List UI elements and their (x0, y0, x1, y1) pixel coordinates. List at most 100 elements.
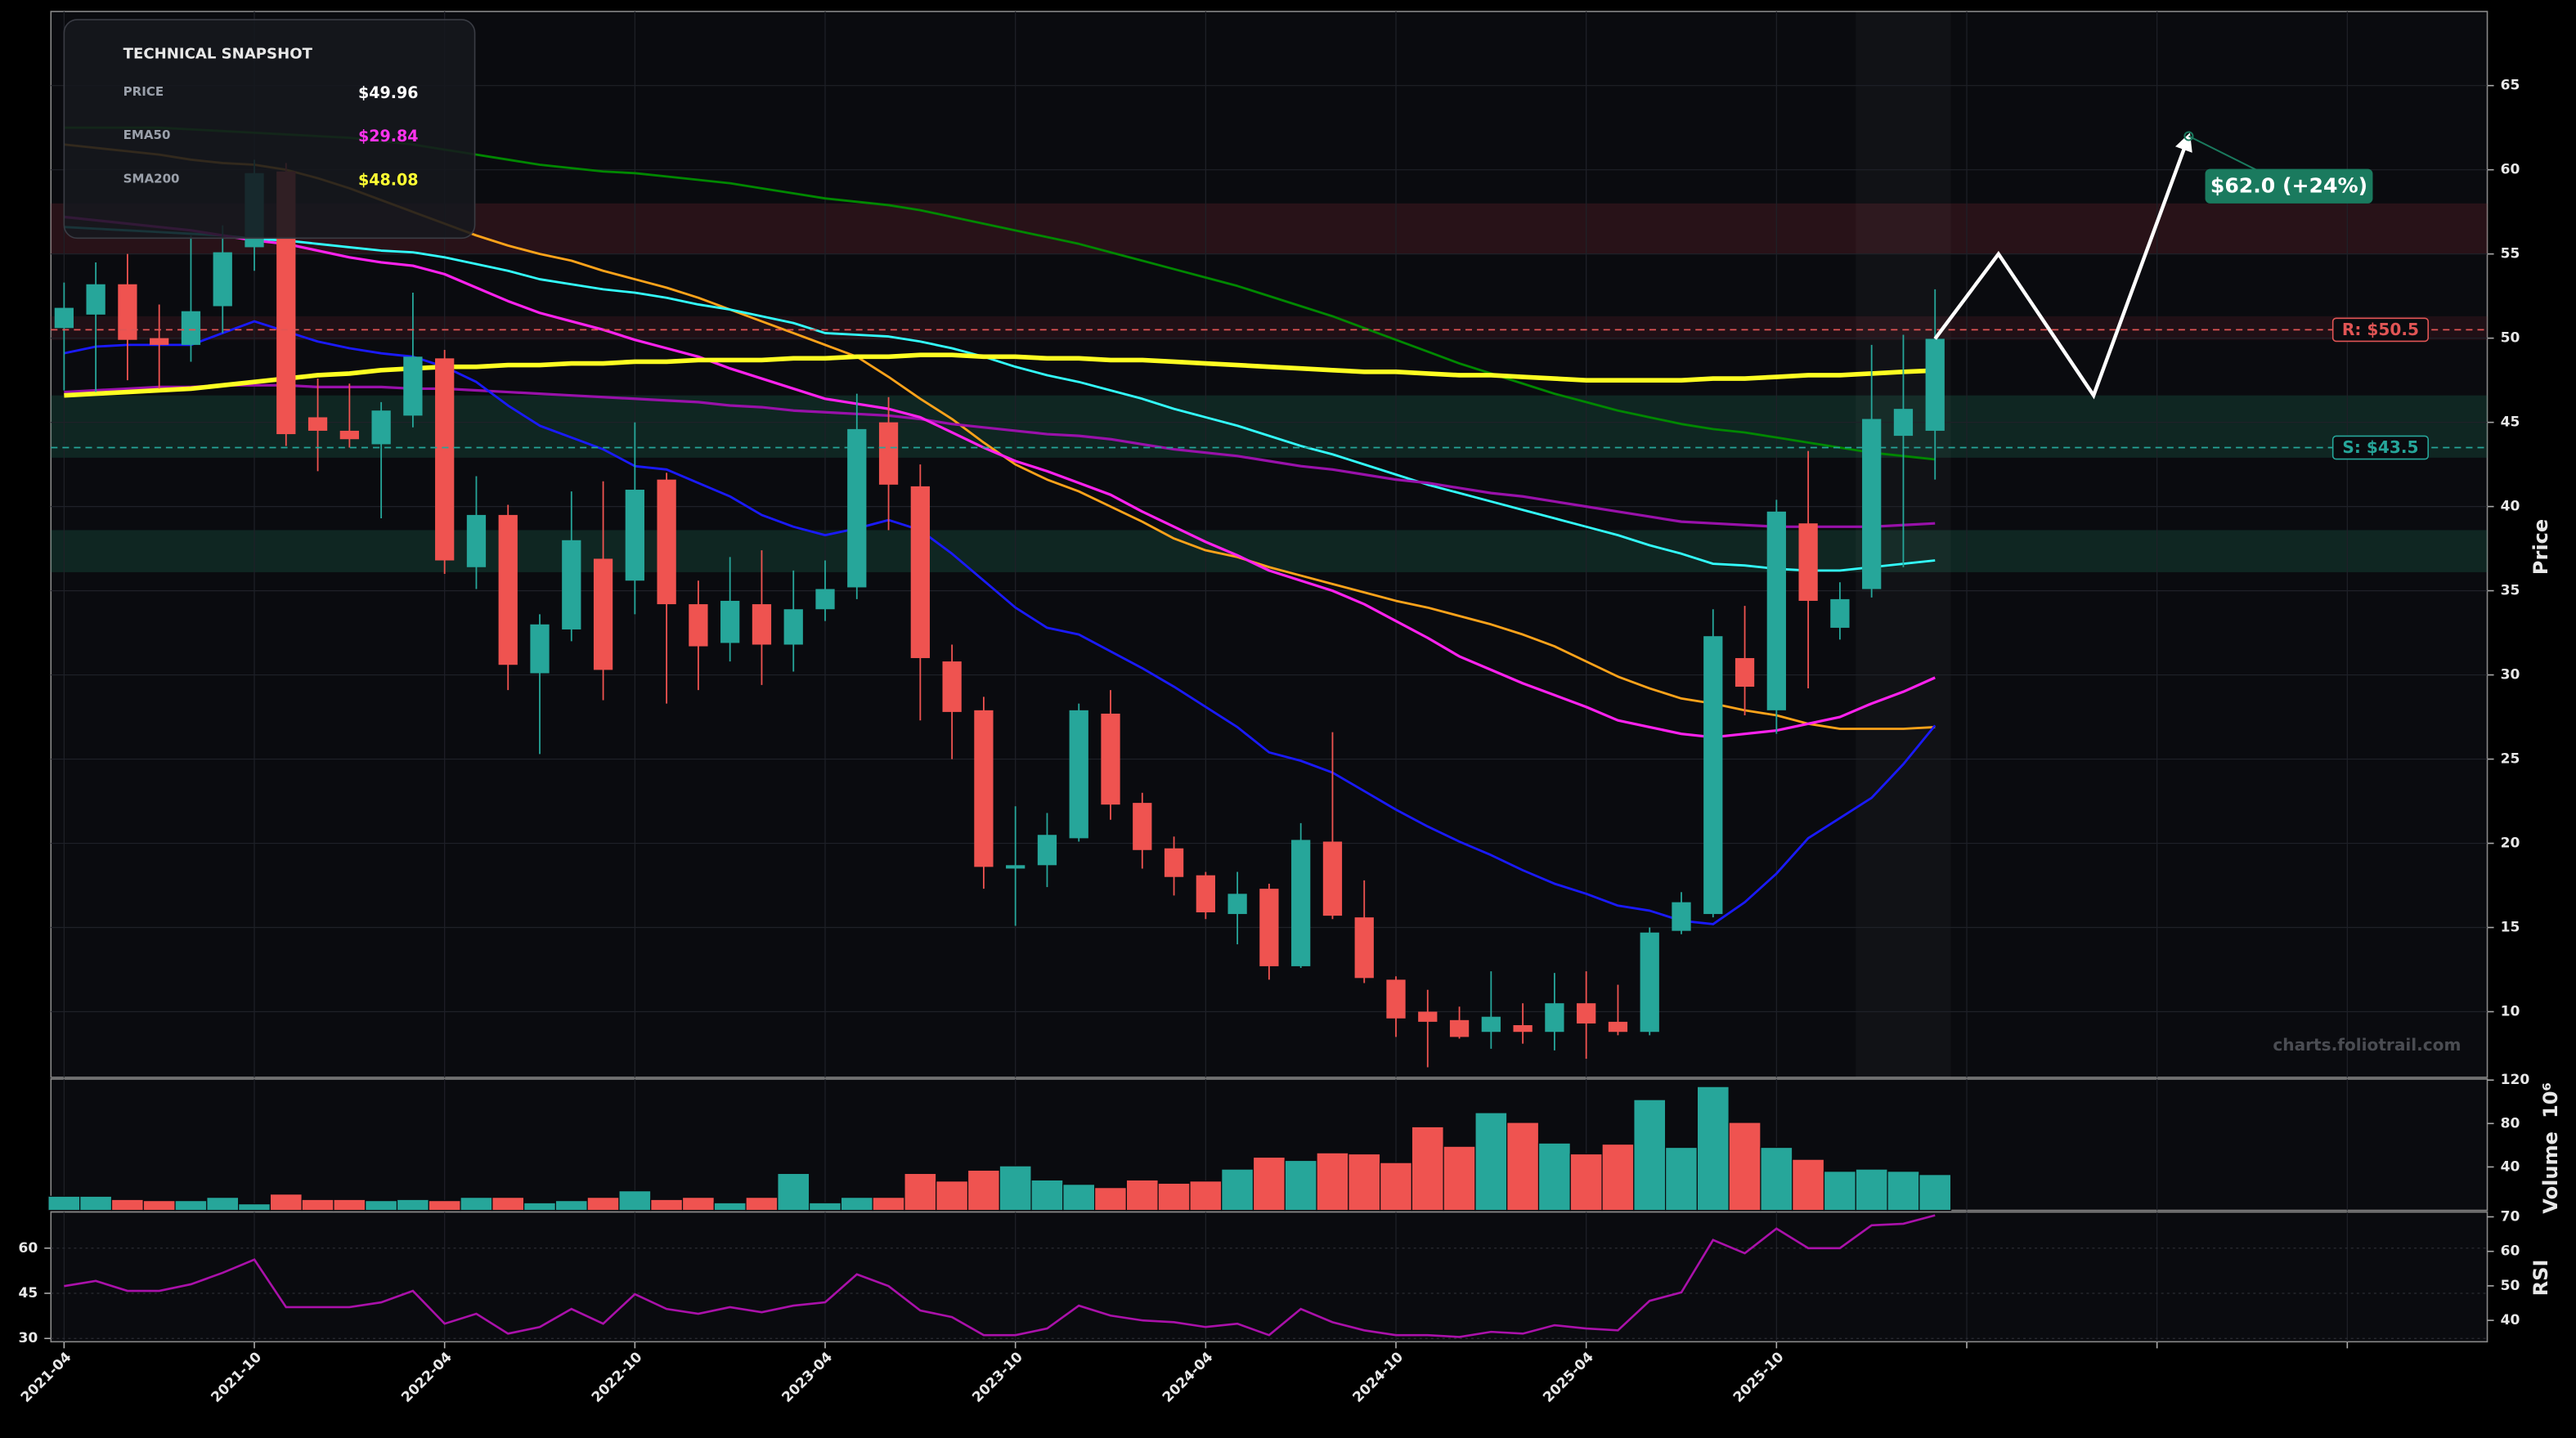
candle-body (1545, 1003, 1564, 1033)
candle-body (1164, 848, 1184, 877)
volume-bar (1601, 1143, 1635, 1212)
candle-body (752, 604, 772, 645)
target-label-box (2205, 168, 2373, 204)
y-tick-label: 40 (2501, 499, 2520, 515)
level-label: S: $43.5 (2342, 437, 2418, 457)
volume-bar (1284, 1159, 1317, 1212)
y2-tick-label: 40 (2501, 1312, 2520, 1328)
volume-bar (333, 1198, 366, 1212)
volume-bar (618, 1190, 652, 1212)
volume-bar (1094, 1187, 1128, 1212)
candle-body (783, 609, 803, 645)
y-tick-label: 15 (2501, 920, 2520, 936)
volume-bar (110, 1198, 144, 1212)
volume-bar (1062, 1184, 1096, 1212)
volume-bar (681, 1197, 715, 1212)
volume-bar (1411, 1126, 1444, 1212)
candle-body (1418, 1011, 1438, 1022)
candle-body (942, 661, 962, 712)
volume-bar (1728, 1122, 1761, 1212)
candle-body (1037, 835, 1057, 866)
ma-line (64, 383, 1936, 528)
volume-bar (1506, 1122, 1540, 1212)
candle-body (307, 417, 328, 431)
y-tick-label: 55 (2501, 246, 2520, 262)
level-label: R: $50.5 (2342, 320, 2419, 339)
snapshot-label: PRICE (123, 84, 164, 99)
ma-line (64, 215, 1936, 739)
snapshot-value: $49.96 (358, 84, 419, 102)
target-connector (2188, 135, 2262, 173)
volume-bar (809, 1202, 842, 1212)
candle-body (1481, 1016, 1501, 1033)
snapshot-title: TECHNICAL SNAPSHOT (123, 45, 313, 62)
y-tick-label: 20 (2501, 835, 2520, 852)
target-point (2183, 131, 2194, 141)
volume-bar (1380, 1162, 1412, 1212)
candle-body (435, 358, 455, 561)
candle-body (118, 284, 137, 340)
volume-bar (777, 1172, 810, 1212)
y-tick-label: 60 (18, 1240, 38, 1257)
y-tick-label: 80 (2501, 1115, 2520, 1131)
candle-body (689, 604, 708, 647)
volume-bar (238, 1203, 272, 1212)
volume-bar (872, 1197, 905, 1212)
volume-bar (1189, 1180, 1223, 1212)
y-tick-label: 65 (2501, 78, 2520, 94)
candle-body (1703, 636, 1723, 915)
volume-bar (840, 1197, 873, 1212)
candle-body (1386, 979, 1406, 1019)
price-zone (51, 316, 2488, 340)
volume-bar (999, 1165, 1032, 1212)
candle-body (1798, 523, 1818, 601)
snapshot-value: $29.84 (358, 128, 419, 146)
candle-body (530, 624, 550, 674)
volume-bar (1252, 1156, 1286, 1212)
candle-body (974, 710, 994, 867)
volume-bar (47, 1195, 81, 1212)
volume-bar (1855, 1168, 1888, 1212)
y-tick-label: 120 (2501, 1072, 2530, 1088)
candle-body (1830, 598, 1850, 628)
volume-bar (1443, 1145, 1476, 1212)
candle-body (1513, 1024, 1533, 1033)
y-tick-label: 40 (2501, 1158, 2520, 1175)
candle-body (54, 307, 74, 329)
rsi-panel (50, 1211, 2488, 1343)
volume-bar (904, 1172, 937, 1212)
candle-body (1259, 889, 1279, 966)
rsi-line (64, 1214, 1936, 1338)
volume-bar (206, 1197, 240, 1212)
y-tick-label: 60 (2501, 162, 2520, 178)
volume-bar (1823, 1171, 1856, 1212)
volume-bar (1665, 1146, 1698, 1212)
ma-line (64, 352, 1936, 398)
volume-exponent: 10⁶ (2539, 1082, 2562, 1118)
candle-body (150, 338, 169, 345)
volume-bar (1919, 1174, 1952, 1212)
snapshot-label: EMA50 (123, 128, 171, 142)
candle-body (498, 514, 518, 665)
y2-tick-label: 60 (2501, 1243, 2520, 1260)
candle-body (403, 356, 423, 416)
candle-body (86, 284, 105, 315)
y2-tick-label: 70 (2501, 1208, 2520, 1225)
candle-body (1862, 419, 1882, 589)
volume-bar (523, 1202, 557, 1212)
candle-body (910, 486, 930, 658)
candle-body (657, 479, 676, 605)
volume-bar (586, 1197, 620, 1212)
y-tick-label: 10 (2501, 1004, 2520, 1020)
ma-line (64, 226, 1936, 572)
volume-bar (1030, 1179, 1064, 1212)
volume-bar (79, 1195, 113, 1212)
candle-body (815, 589, 835, 610)
candle-body (1449, 1019, 1470, 1037)
volume-bar (396, 1198, 429, 1212)
candle-body (1577, 1003, 1596, 1024)
volume-bar (713, 1202, 747, 1212)
candle-body (1196, 875, 1215, 912)
